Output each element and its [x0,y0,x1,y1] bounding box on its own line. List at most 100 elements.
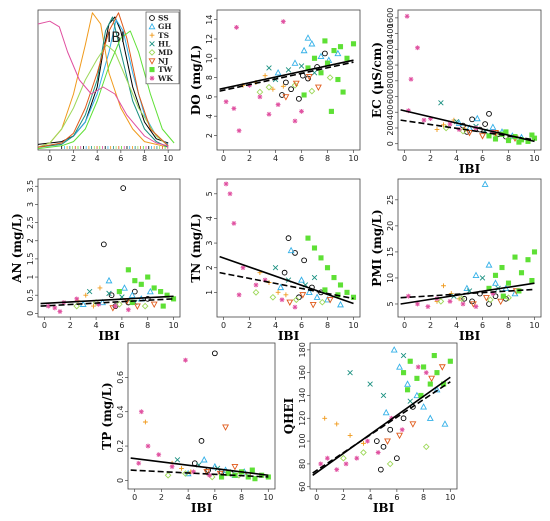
legend-marker-hl [149,41,155,47]
data-point-ss [288,86,294,93]
x-tick-label: 10 [348,321,358,330]
y-tick-label: 160 [298,365,307,380]
data-point-nj [222,424,230,431]
legend-marker-ss [149,15,155,21]
data-point-wk [415,301,420,307]
data-point-nj [109,305,117,312]
data-point-gh [463,284,471,292]
x-tick-label: 6 [119,321,124,330]
y-tick-label: 180 [298,342,307,357]
x-tick-label: 4 [273,321,278,330]
legend-marker-ts [149,32,155,38]
x-tick-label: 4 [94,321,99,330]
data-point-tw [492,136,499,142]
data-point-tw [400,370,407,376]
y-tick-label: 0.5 [26,289,35,302]
data-point-tw [305,235,311,241]
x-tick-label: 8 [145,321,150,330]
data-point-tw [318,70,324,76]
data-point-ss [492,293,499,300]
legend-label-nj: NJ [158,57,169,66]
data-point-wk [240,265,246,271]
data-point-md [308,87,316,95]
data-point-gh [274,69,282,76]
data-point-tw [505,280,512,286]
legend-label-wk: WK [157,74,173,83]
data-point-hl [272,264,279,271]
data-point-tw [529,277,535,284]
data-point-wk [52,305,58,311]
data-point-wk [425,304,431,309]
data-point-ts [334,421,340,427]
legend-marker-tw [149,67,155,73]
data-point-ss [486,110,492,117]
legend-label-gh: GH [158,22,172,31]
data-point-hl [479,275,486,281]
data-point-tw [516,139,522,145]
x-tick-label: 0 [221,154,226,163]
panel-tp: 0 2 4 6 8 10 0 0.2 0.4 0.6TP (mg/L) IBI [100,342,276,515]
data-point-ts [83,292,89,298]
data-point-tw [350,294,357,300]
x-tick-label: 8 [239,493,244,502]
data-point-hl [438,100,444,106]
fit-line-dashed [312,381,451,474]
plot-frame [216,178,361,318]
data-point-gh [404,380,412,387]
data-point-tw [322,38,328,44]
legend-label-tw: TW [158,65,173,74]
data-point-ts [441,283,446,289]
panel-an: 0 2 4 6 8 10 0 0.5 1 1.5 2 2.5 3 3.5 AN (mg/L) IBI [10,178,181,343]
x-tick-label: 10 [168,321,178,330]
data-point-wk [428,116,433,121]
x-tick-label: 6 [299,321,304,330]
fit-line-dashed [400,288,535,299]
data-point-tw [505,138,512,144]
panel-qhei: 0 2 4 6 8 10 60 80 100 120 140 160 180 QHEI IBI [282,342,458,515]
data-point-tw [337,282,344,288]
x-tick-label: 0 [402,154,407,163]
data-point-tw [125,267,131,273]
data-point-tw [531,249,538,255]
x-tick-label: 2 [247,154,252,163]
data-point-gh [298,276,305,283]
data-point-wk [223,181,229,187]
plot-frame [397,9,542,151]
x-tick-label: 4 [454,321,459,330]
data-point-wk [399,427,405,433]
density-title: IBI [107,30,125,46]
data-point-wk [343,461,349,467]
data-point-tw [512,254,518,260]
data-point-wk [490,291,496,296]
data-point-nj [282,94,290,101]
data-point-nj [466,130,473,137]
x-tick-label: 0 [132,493,137,502]
data-point-md [115,300,123,308]
x-tick-label: 4 [186,493,191,502]
data-point-wk [227,191,233,197]
data-point-wk [324,455,330,461]
data-point-tw [427,381,433,387]
data-point-tw [331,275,337,281]
data-point-ts [322,415,328,421]
data-point-tw [318,255,324,261]
data-point-tw [431,352,437,359]
data-point-wk [191,469,196,475]
data-point-gh [396,363,403,370]
x-tick-label: 10 [529,321,539,330]
y-tick-label: 2 [205,133,214,138]
data-point-md [292,296,300,304]
data-point-ts [434,127,440,132]
data-point-gh [433,386,441,393]
data-point-nj [203,469,211,476]
data-point-nj [409,421,417,428]
y-tick-label: 15 [386,247,395,257]
x-tick-label: 10 [348,154,358,163]
data-point-ts [142,419,148,425]
data-point-wk [406,293,411,299]
data-point-nj [292,80,300,88]
data-point-wk [280,19,286,24]
